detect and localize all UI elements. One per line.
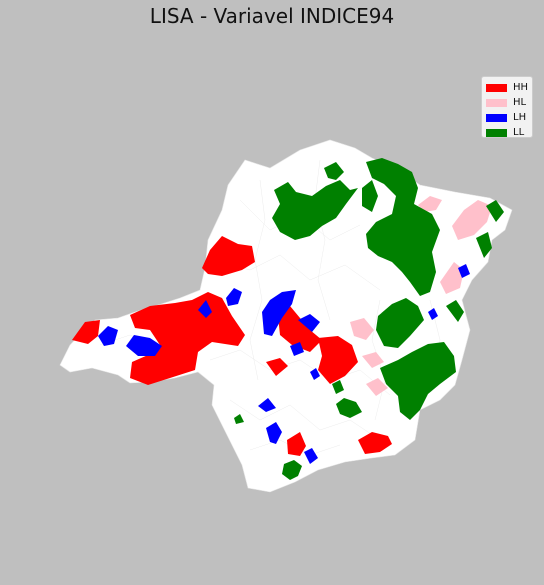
legend-label-hl: HL bbox=[513, 97, 527, 108]
ll-region-northeast-edge bbox=[486, 200, 504, 222]
hl-region-center-east-2 bbox=[362, 352, 384, 368]
ll-region-north-top bbox=[324, 162, 344, 180]
legend-swatch-hh bbox=[486, 83, 507, 92]
hl-region-east bbox=[440, 262, 464, 294]
lh-region-south-1 bbox=[258, 398, 276, 412]
ll-region-center-south bbox=[336, 398, 362, 418]
legend-label-ll: LL bbox=[513, 127, 525, 138]
hl-clusters bbox=[350, 196, 492, 396]
lh-region-south-3 bbox=[304, 448, 318, 464]
ll-region-northeast-large bbox=[366, 158, 440, 296]
legend-item-hh: HH bbox=[486, 80, 532, 95]
lh-region-west bbox=[126, 335, 162, 356]
ll-region-east-small bbox=[446, 300, 464, 322]
legend-swatch-lh bbox=[486, 113, 507, 122]
legend-label-lh: LH bbox=[513, 112, 527, 123]
hh-region-center-east bbox=[318, 336, 358, 384]
ll-region-center-small bbox=[332, 380, 344, 394]
hh-region-northwest bbox=[202, 236, 255, 276]
lh-region-south-2 bbox=[266, 422, 282, 444]
hh-region-southeast bbox=[358, 432, 392, 454]
hh-region-center bbox=[278, 306, 322, 352]
legend-item-ll: LL bbox=[486, 125, 532, 140]
ll-region-east-edge bbox=[476, 232, 492, 258]
lh-region-center-2 bbox=[298, 314, 320, 332]
legend: HH HL LH LL bbox=[481, 76, 533, 138]
hh-region-center-small bbox=[266, 358, 288, 376]
legend-swatch-hl bbox=[486, 98, 507, 107]
ll-region-southwest bbox=[234, 414, 244, 424]
hh-region-south bbox=[287, 432, 306, 456]
lh-region-center bbox=[262, 290, 296, 336]
ll-region-south bbox=[282, 460, 302, 480]
lh-region-east-2 bbox=[428, 308, 438, 320]
hh-clusters bbox=[72, 236, 392, 456]
legend-label-hh: HH bbox=[513, 82, 529, 93]
hl-region-north-small bbox=[418, 196, 442, 212]
ll-clusters bbox=[234, 158, 504, 480]
hl-region-center-east bbox=[350, 318, 374, 340]
lh-region-center-4 bbox=[310, 368, 320, 380]
legend-item-lh: LH bbox=[486, 110, 532, 125]
ll-region-north bbox=[272, 180, 358, 240]
hh-region-far-west bbox=[72, 320, 100, 344]
hl-region-southeast bbox=[366, 378, 388, 396]
lh-region-west-2 bbox=[198, 300, 212, 318]
lh-region-far-west bbox=[98, 326, 118, 346]
ll-region-east-central bbox=[376, 298, 424, 348]
lh-clusters bbox=[98, 264, 470, 464]
ll-region-east-south bbox=[380, 342, 456, 420]
map-title: LISA - Variavel INDICE94 bbox=[149, 4, 395, 28]
lh-region-center-3 bbox=[290, 342, 304, 356]
hh-region-west-large bbox=[130, 292, 245, 385]
hl-region-northeast bbox=[452, 200, 492, 240]
lh-region-center-north bbox=[226, 288, 242, 306]
legend-swatch-ll bbox=[486, 128, 507, 137]
legend-item-hl: HL bbox=[486, 95, 532, 110]
lh-region-east bbox=[458, 264, 470, 278]
ll-region-north-small bbox=[362, 180, 378, 212]
